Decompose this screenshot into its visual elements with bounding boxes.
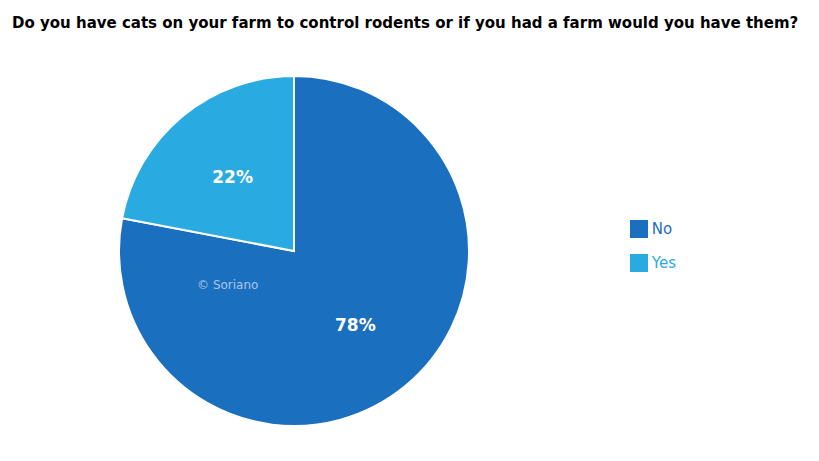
html-text:Do you have cats on your farm: Do you have cats on your farm to control… bbox=[12, 14, 799, 32]
html-text:Yes: Yes bbox=[651, 253, 676, 272]
html-text:© Soriano: © Soriano bbox=[197, 277, 259, 292]
svg-text:78%: 78% bbox=[335, 315, 376, 335]
html-text:No: No bbox=[651, 219, 673, 238]
svg-text:22%: 22% bbox=[212, 167, 253, 187]
